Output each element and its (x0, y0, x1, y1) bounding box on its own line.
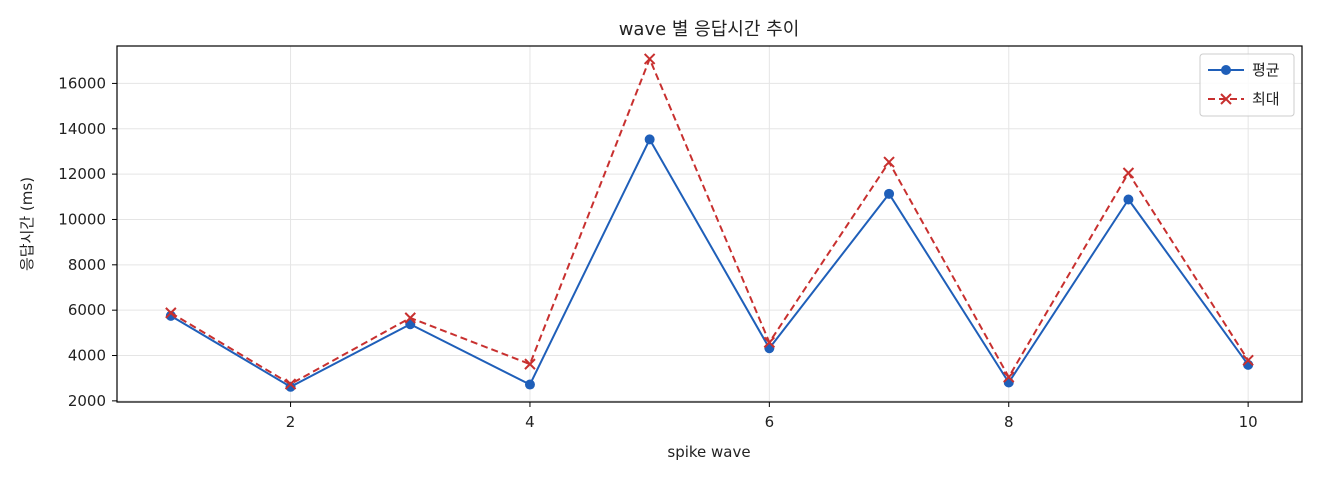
legend: 평균 최대 (1199, 53, 1295, 117)
series-2-point-3 (404, 312, 416, 324)
plot-frame (116, 45, 1303, 403)
y-axis-label: 응답시간 (ms) (18, 177, 36, 271)
legend-label-series-2: 최대 (1252, 90, 1280, 108)
series-2-point-8 (1003, 371, 1015, 383)
series-layer (165, 53, 1254, 392)
x-axis-label: spike wave (667, 443, 750, 461)
x-tick-label-5: 10 (1239, 413, 1258, 431)
grid-layer (117, 46, 1302, 402)
legend-box (1199, 53, 1295, 117)
legend-marker-series-2 (1220, 93, 1232, 105)
x-tick-label-1: 2 (286, 413, 296, 431)
x-tick-label-3: 6 (765, 413, 775, 431)
y-tick-label-1: 2000 (68, 392, 106, 410)
y-tick-label-6: 12000 (58, 165, 106, 183)
series-2-point-9 (1122, 167, 1135, 179)
series-2-point-6 (763, 336, 776, 349)
y-tick-label-5: 10000 (58, 210, 106, 228)
y-tick-label-4: 8000 (68, 256, 106, 274)
legend-marker-series-1 (1221, 65, 1231, 75)
y-tick-label-2: 4000 (68, 347, 106, 365)
y-tick-label-3: 6000 (68, 301, 106, 319)
series-2-point-7 (883, 156, 895, 168)
y-tick-label-7: 14000 (58, 120, 106, 138)
x-tick-label-4: 8 (1004, 413, 1014, 431)
chart-title: wave 별 응답시간 추이 (619, 19, 800, 40)
series-2-line (170, 57, 1249, 386)
y-tick-label-8: 16000 (58, 74, 106, 92)
series-1-line (170, 138, 1249, 388)
series-1-point-4 (524, 379, 535, 390)
series-2-point-2 (284, 378, 297, 390)
series-2-point-4 (524, 358, 536, 370)
tick-layer: 2 4 6 8 10 2000 4000 6000 8000 10000 12000 14000 160… (58, 74, 1257, 431)
series-1-point-2 (285, 381, 296, 392)
series-1-point-7 (884, 188, 895, 199)
series-2-point-10 (1242, 354, 1254, 366)
series-1-point-9 (1123, 194, 1134, 205)
legend-label-series-1: 평균 (1252, 61, 1280, 79)
series-2-point-1 (165, 307, 177, 319)
x-tick-label-2: 4 (525, 413, 535, 431)
series-2-point-5 (643, 53, 656, 65)
series-1-point-8 (1003, 377, 1014, 388)
series-1-point-5 (644, 134, 655, 145)
